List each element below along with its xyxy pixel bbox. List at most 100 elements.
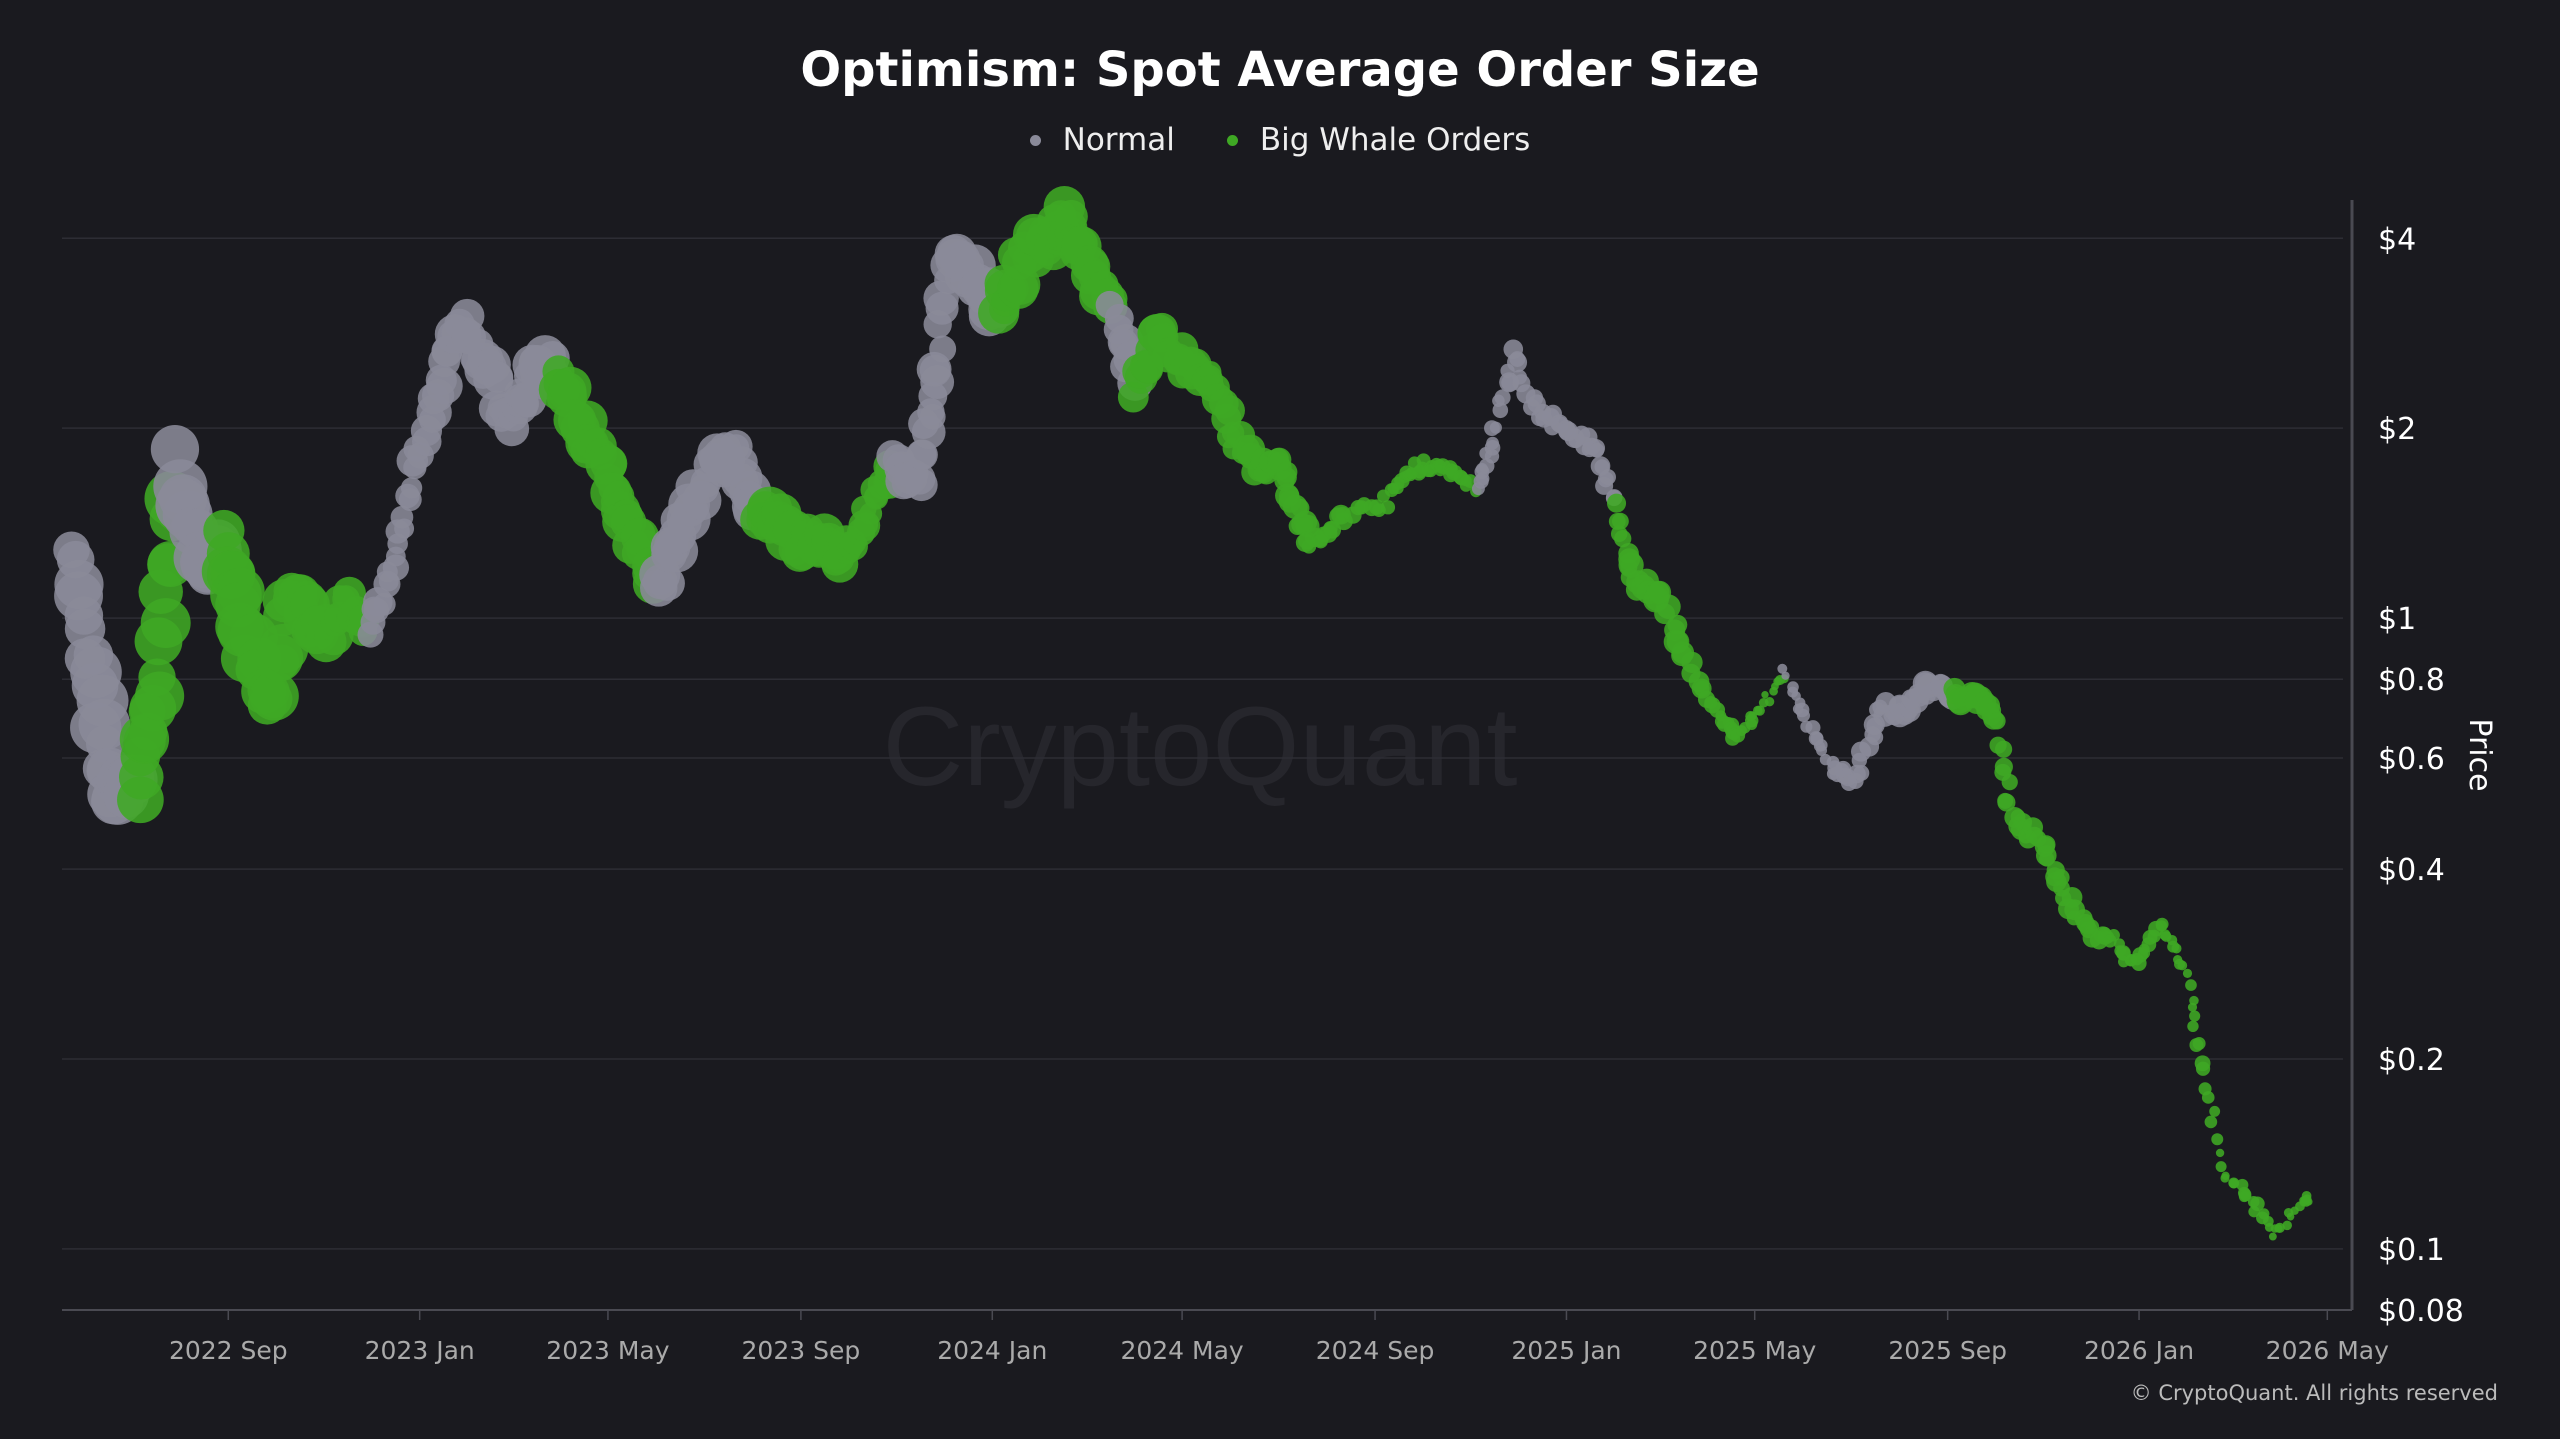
chart-title: Optimism: Spot Average Order Size <box>800 42 1760 98</box>
x-tick-label: 2025 Sep <box>1888 1336 2007 1365</box>
x-tick-label: 2024 May <box>1120 1336 1243 1365</box>
y-tick-label: $0.6 <box>2378 742 2445 777</box>
whale-order-point <box>1997 793 2016 812</box>
whale-order-point <box>1214 395 1245 426</box>
y-tick-label: $2 <box>2378 412 2416 447</box>
x-tick-label: 2024 Jan <box>937 1336 1047 1365</box>
whale-order-point <box>1761 691 1769 699</box>
whale-order-point <box>549 366 592 409</box>
whale-order-point <box>1380 500 1396 515</box>
whale-order-point <box>1754 705 1765 716</box>
normal-order-point <box>1796 709 1810 723</box>
watermark: CryptoQuant <box>883 684 1518 809</box>
whale-order-point <box>2103 934 2117 948</box>
whale-order-point <box>2182 968 2193 979</box>
legend-label-whale: Big Whale Orders <box>1259 122 1531 158</box>
normal-order-point <box>390 505 414 529</box>
y-tick-label: $0.2 <box>2378 1043 2445 1078</box>
whale-order-point <box>2282 1220 2293 1231</box>
x-tick-label: 2023 Sep <box>742 1336 861 1365</box>
y-tick-label: $4 <box>2378 222 2416 257</box>
normal-order-point <box>482 361 514 393</box>
normal-order-point <box>400 477 423 499</box>
whale-order-point <box>2155 920 2168 932</box>
y-tick-label: $0.4 <box>2378 853 2445 888</box>
whale-order-point <box>2187 1002 2198 1012</box>
whale-order-point <box>1614 530 1632 548</box>
y-tick-label: $0.8 <box>2378 663 2445 698</box>
whale-order-point <box>2189 1010 2201 1022</box>
whale-order-point <box>2274 1224 2283 1233</box>
normal-order-point <box>1816 745 1828 756</box>
x-tick-label: 2025 Jan <box>1511 1336 1621 1365</box>
whale-order-point <box>1988 712 2006 730</box>
whale-order-point <box>2035 845 2057 866</box>
y-tick-label: $0.08 <box>2378 1294 2464 1329</box>
whale-order-point <box>2195 1061 2211 1076</box>
y-tick-label: $0.1 <box>2378 1233 2445 1268</box>
normal-order-point <box>1494 389 1511 406</box>
whale-order-point <box>1746 718 1758 730</box>
whale-order-point <box>1606 493 1627 513</box>
normal-order-point <box>64 596 104 635</box>
whale-order-point <box>1994 740 2013 758</box>
y-tick-label: $1 <box>2378 602 2416 637</box>
legend-label-normal: Normal <box>1062 122 1175 158</box>
normal-order-point <box>1589 442 1605 458</box>
legend-item-whale[interactable]: Big Whale Orders <box>1226 122 1531 158</box>
whale-order-point <box>2204 1115 2218 1129</box>
whale-order-point <box>2220 1173 2230 1183</box>
x-tick-label: 2023 Jan <box>365 1336 475 1365</box>
whale-order-point <box>2209 1105 2221 1117</box>
y-axis-label: Price <box>2462 718 2497 791</box>
whale-order-point <box>2238 1188 2252 1201</box>
whale-order-point <box>2177 960 2188 971</box>
x-tick-label: 2026 May <box>2266 1336 2389 1365</box>
normal-order-point <box>54 559 104 610</box>
x-tick-label: 2024 Sep <box>1316 1336 1435 1365</box>
whale-order-point <box>2201 1091 2215 1104</box>
whale-order-point <box>1667 614 1688 635</box>
x-tick-label: 2025 May <box>1693 1336 1816 1365</box>
whale-order-point <box>2187 1020 2199 1033</box>
normal-order-point <box>372 592 396 616</box>
normal-order-point <box>1781 671 1790 680</box>
normal-order-point <box>649 565 685 601</box>
normal-order-point <box>1484 439 1501 456</box>
whale-order-point <box>2229 1178 2239 1189</box>
whale-order-point <box>135 671 185 721</box>
normal-order-point <box>1595 476 1614 495</box>
x-tick-label: 2026 Jan <box>2084 1336 2194 1365</box>
whale-order-point <box>2185 979 2197 991</box>
whale-order-point <box>1612 512 1629 530</box>
legend: Normal Big Whale Orders <box>0 122 2560 158</box>
normal-order-point <box>53 531 90 569</box>
x-tick-label: 2022 Sep <box>169 1336 288 1365</box>
normal-order-point <box>929 335 957 363</box>
whale-order-point <box>1736 725 1747 736</box>
whale-order-point <box>1764 697 1775 707</box>
normal-order-point <box>1489 421 1502 434</box>
x-tick-label: 2023 May <box>546 1336 669 1365</box>
whale-order-point <box>2001 774 2018 791</box>
normal-order-point <box>426 367 463 405</box>
normal-order-point <box>1507 352 1528 373</box>
whale-order-point <box>2215 1161 2227 1173</box>
whale-order-point <box>2248 1205 2260 1218</box>
whale-order-point <box>2189 1038 2204 1052</box>
whale-order-point <box>2300 1195 2310 1205</box>
whale-order-point <box>2211 1133 2224 1146</box>
whale-order-point <box>2215 1148 2225 1158</box>
normal-dot-icon <box>1029 134 1041 146</box>
normal-order-point <box>903 462 936 495</box>
whale-order-point <box>2268 1232 2277 1241</box>
legend-item-normal[interactable]: Normal <box>1029 122 1175 158</box>
normal-order-point <box>1777 663 1788 674</box>
whale-dot-icon <box>1226 134 1238 146</box>
whale-order-point <box>1656 594 1681 619</box>
copyright: © CryptoQuant. All rights reserved <box>2130 1381 2498 1405</box>
normal-order-point <box>1853 765 1870 781</box>
whale-order-point <box>2171 943 2182 954</box>
whale-order-point <box>249 671 299 721</box>
